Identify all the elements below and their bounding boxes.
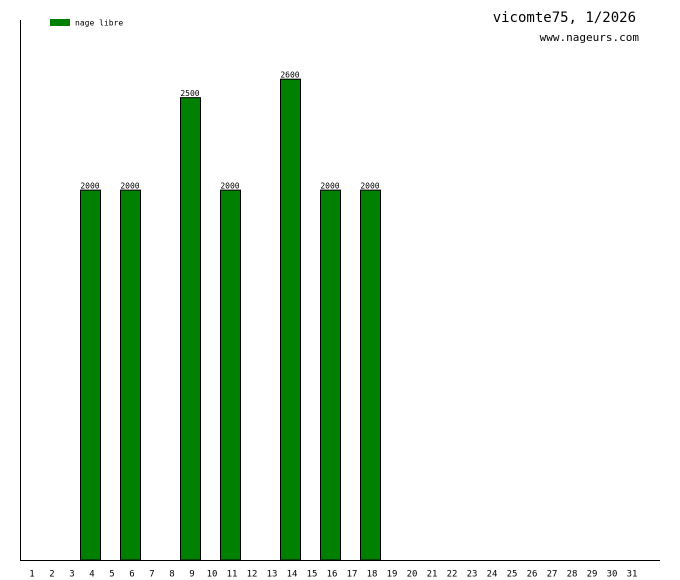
x-tick-label: 27: [547, 570, 558, 580]
bar: [360, 189, 381, 561]
x-tick-label: 20: [407, 570, 418, 580]
x-tick-label: 18: [367, 570, 378, 580]
value-label: 2600: [280, 71, 299, 80]
x-tick-label: 24: [487, 570, 498, 580]
x-tick-label: 2: [49, 570, 54, 580]
x-tick-label: 5: [109, 570, 114, 580]
bar: [220, 189, 241, 561]
bar: [120, 189, 141, 561]
x-tick-label: 10: [207, 570, 218, 580]
x-tick-label: 13: [267, 570, 278, 580]
x-tick-label: 25: [507, 570, 518, 580]
x-tick-label: 30: [607, 570, 618, 580]
x-tick-label: 19: [387, 570, 398, 580]
chart-subtitle: www.nageurs.com: [540, 31, 640, 44]
bar: [320, 189, 341, 561]
x-tick-label: 11: [227, 570, 238, 580]
value-label: 2000: [360, 182, 379, 191]
bar: [80, 189, 101, 561]
x-tick-label: 14: [287, 570, 298, 580]
chart-title: vicomte75, 1/2026: [493, 10, 636, 26]
x-tick-label: 12: [247, 570, 258, 580]
x-tick-label: 17: [347, 570, 358, 580]
x-tick-label: 16: [327, 570, 338, 580]
x-tick-label: 8: [169, 570, 174, 580]
x-tick-label: 22: [447, 570, 458, 580]
x-tick-label: 1: [29, 570, 34, 580]
x-tick-label: 31: [627, 570, 638, 580]
bar: [280, 78, 301, 561]
x-tick-label: 4: [89, 570, 94, 580]
x-tick-label: 3: [69, 570, 74, 580]
value-label: 2000: [320, 182, 339, 191]
x-tick-label: 26: [527, 570, 538, 580]
legend-swatch: [50, 19, 70, 26]
value-label: 2000: [220, 182, 239, 191]
x-tick-label: 15: [307, 570, 318, 580]
x-tick-label: 23: [467, 570, 478, 580]
legend-label: nage libre: [75, 19, 123, 28]
x-tick-label: 21: [427, 570, 438, 580]
bar: [180, 97, 201, 561]
x-tick-label: 28: [567, 570, 578, 580]
x-tick-label: 7: [149, 570, 154, 580]
x-tick-label: 29: [587, 570, 598, 580]
value-label: 2000: [80, 182, 99, 191]
value-label: 2000: [120, 182, 139, 191]
value-label: 2500: [180, 89, 199, 98]
x-tick-label: 6: [129, 570, 134, 580]
x-tick-label: 9: [189, 570, 194, 580]
